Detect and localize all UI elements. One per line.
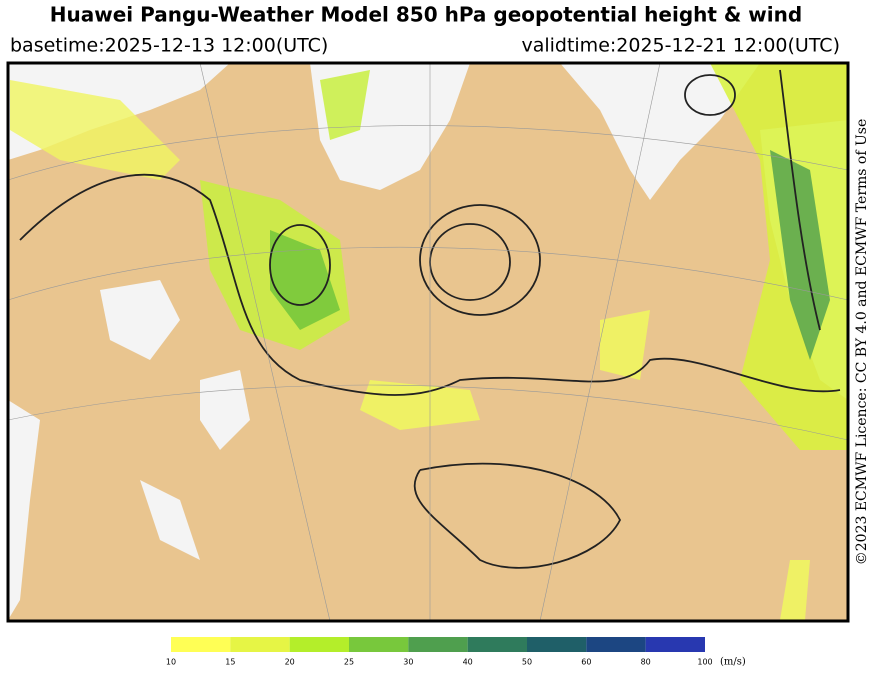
graticule [7, 62, 849, 622]
map-frame [6, 61, 850, 623]
colorbar-segment [467, 637, 527, 652]
sea [140, 480, 200, 560]
sea [200, 370, 250, 450]
colorbar-tick-label: 40 [463, 658, 473, 667]
wind-shade [320, 70, 370, 140]
validtime: validtime:2025-12-21 12:00(UTC) [521, 35, 840, 57]
colorbar-segment [289, 637, 349, 652]
wind-shade [780, 560, 810, 620]
colorbar-segment [586, 637, 646, 652]
colorbar-segment [171, 637, 231, 652]
colorbar-tick-label: 20 [285, 658, 295, 667]
colorbar-tick-label: 100 [697, 658, 712, 667]
credit: ©2023 ECMWF Licence: CC BY 4.0 and ECMWF… [854, 119, 870, 566]
wind-shade [710, 63, 848, 450]
colorbar-tick-label: 60 [581, 658, 591, 667]
basetime: basetime:2025-12-13 12:00(UTC) [10, 35, 328, 57]
colorbar: 10 15 20 25 30 40 50 60 80 100 [166, 637, 713, 667]
colorbar-tick-label: 30 [403, 658, 413, 667]
colorbar-tick-label: 25 [344, 658, 354, 667]
colorbar-segment [527, 637, 587, 652]
sea [100, 280, 180, 360]
colorbar-segment [408, 637, 468, 652]
colorbar-unit: (m/s) [720, 657, 746, 668]
wind-shade [360, 380, 480, 430]
sea [8, 400, 40, 620]
colorbar-tick-label: 80 [641, 658, 651, 667]
colorbar-tick-label: 10 [166, 658, 176, 667]
colorbar-segment [230, 637, 290, 652]
wind-shade [10, 80, 180, 180]
colorbar-tick-label: 15 [225, 658, 235, 667]
colorbar-segment [645, 637, 705, 652]
contours [19, 69, 841, 569]
colorbar-tick-label: 50 [522, 658, 532, 667]
map [6, 61, 850, 623]
wind-shade [600, 310, 650, 380]
title: Huawei Pangu-Weather Model 850 hPa geopo… [50, 3, 802, 27]
colorbar-segment [349, 637, 409, 652]
wind-shade [270, 230, 340, 330]
sea [560, 63, 760, 200]
